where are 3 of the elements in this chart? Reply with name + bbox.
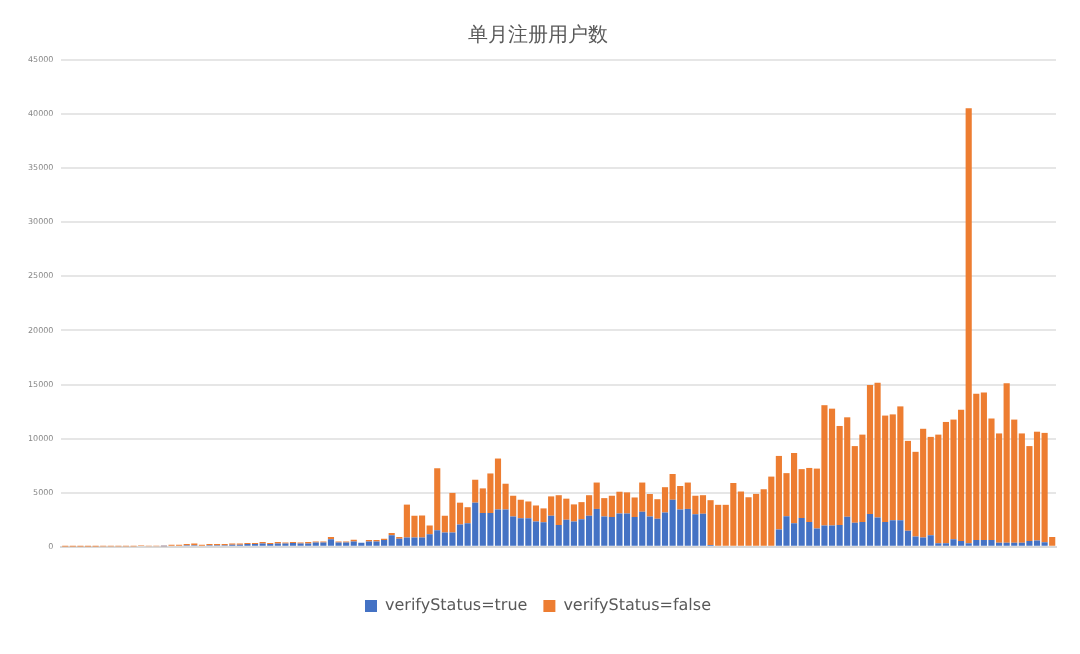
legend-label: verifyStatus=true bbox=[385, 596, 528, 615]
legend-label: verifyStatus=false bbox=[563, 596, 712, 615]
chart-title: 单月注册用户数 bbox=[468, 23, 608, 48]
